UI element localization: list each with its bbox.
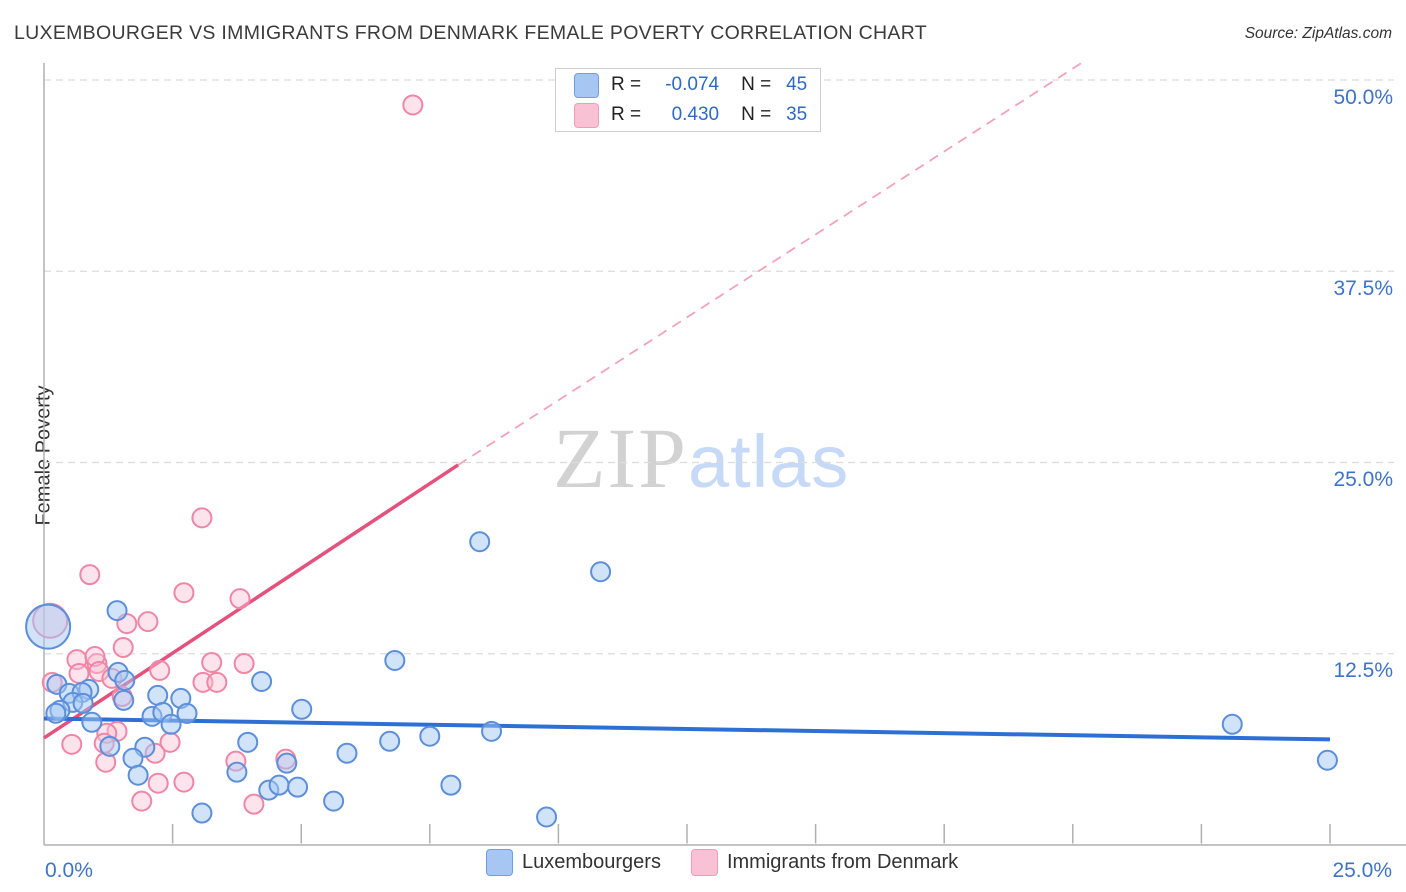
scatter-point-blue (323, 790, 345, 812)
scatter-point-blue (160, 713, 182, 735)
scatter-point-blue (1221, 713, 1243, 735)
scatter-point-blue (291, 698, 313, 720)
scatter-point-blue (99, 735, 121, 757)
y-tick-25: 25.0% (1333, 468, 1393, 491)
scatter-point-blue (45, 702, 67, 724)
scatter-point-blue (72, 692, 94, 714)
scatter-point-blue (419, 725, 441, 747)
pink-trend-line (43, 463, 460, 740)
scatter-point-pink (112, 636, 134, 658)
y-tick-37-5: 37.5% (1333, 277, 1393, 300)
scatter-point-pink (206, 671, 228, 693)
scatter-point-pink (173, 771, 195, 793)
zipatlas-watermark: ZIPatlas (553, 408, 849, 508)
x-tick-max: 25.0% (1332, 859, 1392, 882)
scatter-point-pink (159, 731, 181, 753)
scatter-point-pink (149, 659, 171, 681)
scatter-point-blue (336, 742, 358, 764)
scatter-point-blue (469, 531, 491, 553)
legend-row-luxembourgers: R = -0.074 N = 45 (556, 72, 820, 99)
scatter-point-pink (173, 582, 195, 604)
scatter-point-blue (25, 603, 72, 650)
scatter-point-blue (237, 731, 259, 753)
scatter-point-blue (114, 669, 136, 691)
scatter-point-blue (176, 702, 198, 724)
n-label: N = (741, 74, 772, 95)
scatter-point-pink (61, 733, 83, 755)
pink-trend-dashed (457, 61, 1084, 466)
legend-item-denmark: Immigrants from Denmark (690, 849, 959, 876)
scatter-point-pink (201, 651, 223, 673)
r-value: 0.430 (671, 104, 720, 125)
watermark-zip: ZIP (553, 410, 688, 506)
scatter-point-pink (243, 793, 265, 815)
n-value: 45 (786, 74, 808, 95)
scatter-point-pink (79, 564, 101, 586)
r-label: R = (611, 74, 642, 95)
legend-item-luxembourgers: Luxembourgers (486, 849, 661, 876)
scatter-point-pink (402, 94, 424, 116)
blue-trend-line (43, 716, 1331, 742)
legend-label: Luxembourgers (522, 851, 661, 873)
watermark-atlas: atlas (688, 420, 850, 503)
blue-series-swatch (574, 72, 599, 98)
scatter-point-blue (127, 764, 149, 786)
scatter-point-blue (440, 774, 462, 796)
scatter-point-blue (191, 802, 213, 824)
n-value: 35 (786, 104, 808, 125)
scatter-point-blue (276, 752, 298, 774)
source-credit: Source: ZipAtlas.com (1244, 25, 1392, 42)
n-label: N = (741, 104, 772, 125)
legend-label: Immigrants from Denmark (726, 851, 959, 873)
scatter-point-blue (226, 761, 248, 783)
r-label: R = (611, 104, 642, 125)
scatter-point-blue (268, 774, 290, 796)
scatter-point-blue (536, 806, 558, 828)
scatter-point-pink (233, 653, 255, 675)
scatter-point-blue (1316, 749, 1338, 771)
pink-series-swatch (574, 102, 599, 128)
scatter-point-blue (481, 720, 503, 742)
pink-legend-swatch (690, 849, 718, 876)
correlation-legend: R = -0.074 N = 45 R = 0.430 N = 35 (555, 68, 821, 132)
scatter-point-pink (147, 772, 169, 794)
scatter-point-blue (590, 561, 612, 583)
scatter-point-pink (191, 507, 213, 529)
scatter-point-blue (113, 689, 135, 711)
x-tick-min: 0.0% (45, 859, 93, 882)
bottom-legend: Luxembourgers Immigrants from Denmark (486, 849, 988, 876)
scatter-point-blue (81, 711, 103, 733)
blue-legend-swatch (486, 849, 513, 876)
scatter-point-blue (384, 649, 406, 671)
y-tick-12-5: 12.5% (1333, 659, 1393, 682)
r-value: -0.074 (665, 74, 720, 95)
scatter-point-blue (379, 730, 401, 752)
scatter-point-pink (137, 611, 159, 633)
y-tick-50: 50.0% (1333, 86, 1393, 109)
scatter-point-pink (131, 790, 153, 812)
scatter-point-blue (287, 776, 309, 798)
page-title: LUXEMBOURGER VS IMMIGRANTS FROM DENMARK … (14, 22, 927, 44)
legend-row-denmark: R = 0.430 N = 35 (556, 102, 820, 129)
scatter-point-blue (106, 600, 128, 622)
scatter-point-pink (229, 588, 251, 610)
scatter-point-blue (251, 670, 273, 692)
